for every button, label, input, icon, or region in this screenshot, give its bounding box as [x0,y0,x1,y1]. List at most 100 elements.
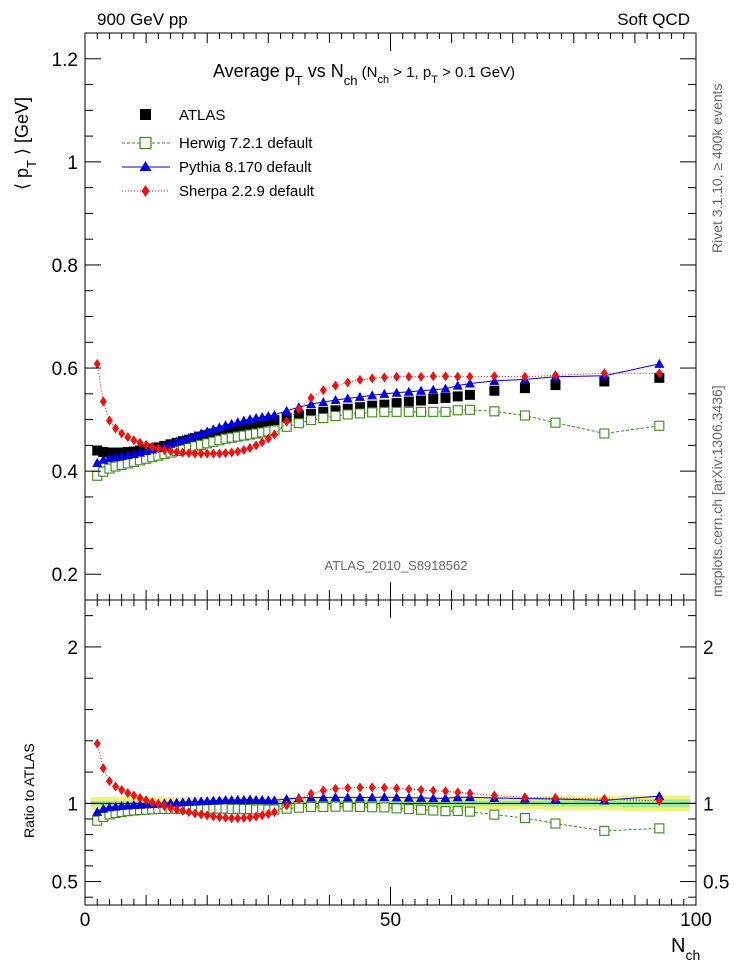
ratio-point-2-18 [203,810,211,821]
ratio-point-0-42 [428,805,439,816]
main-ytick-label-4: 1 [67,153,78,174]
ratio-point-2-28 [264,808,272,819]
main-point-0-39 [391,398,402,409]
main-point-0-31 [293,410,304,421]
main-point-1-31 [293,418,304,429]
main-point-1-41 [415,406,427,417]
legend-marker-atlas [140,109,151,120]
ratio-point-1-27 [257,794,268,804]
ratio-point-1-43 [440,793,451,803]
main-point-3-48 [551,370,559,381]
analysis-watermark: ATLAS_2010_S8918562 [325,558,468,573]
main-point-0-40 [403,396,414,407]
main-point-3-49 [600,368,608,379]
main-point-0-42 [428,393,439,404]
legend-label-atlas: ATLAS [179,107,225,124]
main-point-3-27 [258,437,266,448]
main-point-1-35 [342,409,353,420]
ratio-point-1-0 [92,806,103,816]
main-point-3-7 [136,437,144,448]
main-point-0-38 [379,399,390,410]
ratio-point-2-6 [130,790,138,801]
main-point-0-20 [214,426,225,437]
ratio-point-2-34 [332,783,340,794]
main-point-0-26 [251,418,262,429]
ratio-point-2-4 [118,785,126,796]
main-point-1-38 [379,406,390,417]
ratio-point-2-45 [466,788,474,799]
ratio-ytick-label-left-1: 1 [67,794,78,815]
ratio-point-0-49 [599,825,610,836]
main-point-3-25 [246,442,254,453]
ratio-point-2-8 [142,795,150,806]
main-ytick-label-3: 0.8 [52,256,78,277]
ratio-point-1-40 [403,792,414,802]
header-left-label: 900 GeV pp [97,10,188,29]
main-point-3-24 [240,445,248,456]
ratio-point-2-14 [179,805,187,816]
ratio-plot-frame [84,599,697,906]
main-point-2-39 [391,387,402,397]
legend-label-herwig: Herwig 7.2.1 default [179,135,313,152]
main-point-3-39 [393,371,401,382]
ratio-point-0-31 [293,802,304,813]
main-point-0-34 [330,405,341,416]
main-point-1-45 [464,404,475,415]
ylabel-close: ⟩ [GeV] [12,97,32,160]
ylabel-sub: T [24,160,39,168]
ratio-point-0-33 [318,801,329,812]
main-data-layer [92,358,665,481]
main-point-3-13 [173,447,181,458]
main-ytick-label-5: 1.2 [52,50,78,71]
ratio-ytick-label-right-1: 1 [703,794,714,815]
title-paren-close: > 0.1 GeV) [438,64,515,81]
main-point-1-33 [318,412,329,424]
main-point-0-21 [220,425,231,436]
main-point-2-37 [367,390,378,400]
main-point-1-39 [391,406,402,417]
ratio-point-2-15 [185,807,193,818]
ratio-point-2-12 [167,802,175,813]
ratio-point-0-37 [367,802,378,813]
main-point-3-26 [252,440,260,451]
main-point-0-0 [92,445,103,456]
main-point-0-37 [367,400,378,411]
main-point-3-42 [429,371,437,382]
main-point-1-32 [306,415,317,426]
main-point-3-14 [179,447,187,458]
ratio-point-1-41 [416,792,427,802]
main-point-3-32 [307,392,315,403]
ratio-point-2-22 [228,813,236,824]
ratio-point-0-47 [519,812,530,824]
main-point-0-36 [354,402,365,413]
title-vs: vs N [303,61,344,81]
ratio-point-2-32 [307,788,315,799]
ratio-point-2-36 [356,782,364,793]
main-point-0-47 [519,383,530,394]
main-point-2-35 [342,393,353,403]
title-paren-mid: > 1, p [389,64,431,81]
main-point-3-38 [380,372,388,383]
main-point-3-18 [203,448,211,459]
main-point-0-35 [342,403,353,414]
ratio-y-axis-label: Ratio to ATLAS [21,743,37,838]
main-point-3-29 [270,429,278,440]
ratio-point-2-49 [600,793,608,804]
ratio-point-1-29 [269,795,280,805]
ratio-point-2-47 [521,792,529,803]
ratio-point-2-43 [441,786,449,797]
ratio-point-0-35 [342,801,353,812]
main-point-3-2 [105,415,113,426]
ratio-point-2-23 [234,813,242,824]
ylabel-open: ⟨ p [12,168,32,190]
title-vs-sub: ch [344,73,358,88]
main-point-0-2 [104,447,115,458]
ratio-point-0-48 [550,818,561,829]
main-point-1-40 [403,406,414,417]
main-point-0-43 [440,392,451,403]
ratio-point-2-16 [191,808,199,819]
ratio-point-2-39 [393,783,401,794]
x-axis-label: Nch [671,935,700,963]
ratio-plot-panel: 0 50 100 0.5 0.5 1 1 2 2 Ratio to ATLAS Nch [21,599,729,963]
